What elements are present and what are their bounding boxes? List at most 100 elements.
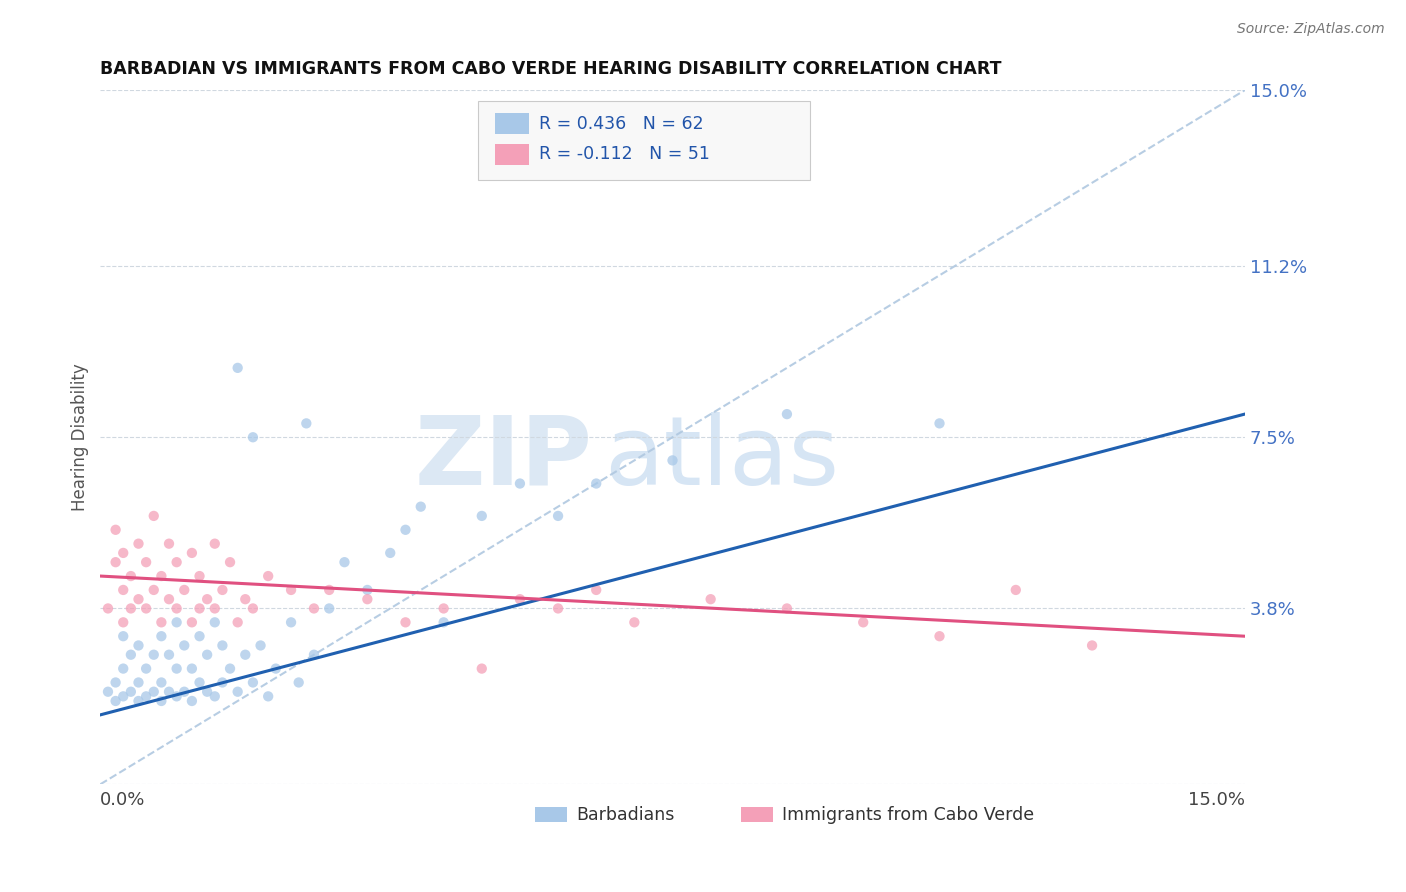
Point: [318, 601, 340, 615]
Point: [142, 648, 165, 662]
Text: R = 0.436   N = 62: R = 0.436 N = 62: [538, 114, 703, 133]
Point: [104, 694, 127, 708]
Point: [195, 684, 218, 698]
Point: [1081, 639, 1104, 653]
Point: [1004, 582, 1026, 597]
Point: [120, 684, 142, 698]
Point: [150, 694, 173, 708]
Point: [97, 601, 120, 615]
Text: atlas: atlas: [603, 411, 839, 505]
Point: [249, 639, 271, 653]
Point: [157, 648, 180, 662]
Point: [204, 601, 226, 615]
Point: [409, 500, 432, 514]
Point: [180, 615, 202, 630]
Point: [128, 592, 150, 607]
Point: [120, 601, 142, 615]
Point: [219, 555, 242, 569]
Point: [280, 582, 302, 597]
Point: [776, 407, 799, 421]
Point: [173, 639, 195, 653]
Point: [112, 546, 135, 560]
Point: [699, 592, 721, 607]
Y-axis label: Hearing Disability: Hearing Disability: [72, 363, 89, 511]
Point: [135, 662, 157, 676]
Point: [623, 615, 645, 630]
Point: [280, 615, 302, 630]
Point: [112, 690, 135, 704]
Point: [204, 615, 226, 630]
Point: [471, 662, 494, 676]
Point: [180, 546, 202, 560]
Text: BARBADIAN VS IMMIGRANTS FROM CABO VERDE HEARING DISABILITY CORRELATION CHART: BARBADIAN VS IMMIGRANTS FROM CABO VERDE …: [100, 60, 1002, 78]
Point: [394, 615, 416, 630]
Point: [112, 662, 135, 676]
Point: [242, 430, 264, 444]
Point: [120, 569, 142, 583]
Point: [173, 582, 195, 597]
Point: [157, 592, 180, 607]
Point: [128, 675, 150, 690]
Point: [661, 453, 683, 467]
Point: [120, 648, 142, 662]
Point: [257, 690, 280, 704]
Point: [356, 582, 378, 597]
Point: [166, 690, 188, 704]
Point: [97, 684, 120, 698]
Text: R = -0.112   N = 51: R = -0.112 N = 51: [538, 145, 710, 163]
Point: [509, 592, 531, 607]
Point: [380, 546, 402, 560]
Point: [180, 662, 202, 676]
Point: [128, 694, 150, 708]
Point: [166, 601, 188, 615]
Point: [394, 523, 416, 537]
Point: [302, 648, 325, 662]
Point: [112, 615, 135, 630]
Point: [433, 615, 456, 630]
Point: [233, 592, 256, 607]
Point: [852, 615, 875, 630]
Point: [242, 675, 264, 690]
Point: [302, 601, 325, 615]
Point: [264, 662, 287, 676]
Point: [150, 629, 173, 643]
Point: [547, 601, 569, 615]
Point: [166, 662, 188, 676]
Point: [433, 601, 456, 615]
Point: [157, 537, 180, 551]
Point: [166, 555, 188, 569]
Point: [188, 601, 211, 615]
Point: [318, 582, 340, 597]
Bar: [741, 807, 773, 822]
Point: [928, 629, 950, 643]
Point: [356, 592, 378, 607]
Point: [211, 675, 233, 690]
Point: [142, 684, 165, 698]
Text: ZIP: ZIP: [415, 411, 592, 505]
Point: [150, 675, 173, 690]
Point: [204, 690, 226, 704]
Point: [188, 569, 211, 583]
Text: 0.0%: 0.0%: [100, 791, 146, 809]
Point: [219, 662, 242, 676]
Point: [142, 582, 165, 597]
Point: [150, 569, 173, 583]
Point: [195, 648, 218, 662]
Point: [112, 582, 135, 597]
Point: [226, 360, 249, 375]
Point: [295, 417, 318, 431]
Bar: [536, 807, 567, 822]
FancyBboxPatch shape: [478, 101, 810, 180]
Text: Source: ZipAtlas.com: Source: ZipAtlas.com: [1237, 22, 1385, 37]
Point: [112, 629, 135, 643]
Point: [211, 639, 233, 653]
Point: [233, 648, 256, 662]
Point: [142, 508, 165, 523]
Point: [928, 417, 950, 431]
Point: [287, 675, 309, 690]
Point: [150, 615, 173, 630]
Point: [135, 555, 157, 569]
Point: [128, 639, 150, 653]
Point: [104, 555, 127, 569]
Point: [211, 582, 233, 597]
